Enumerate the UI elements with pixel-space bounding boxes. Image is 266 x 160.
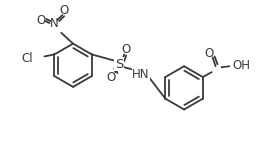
Text: O: O [107,71,116,84]
Text: N: N [50,17,59,31]
Text: Cl: Cl [21,52,33,65]
Text: O: O [36,14,45,27]
Text: OH: OH [232,59,250,72]
Text: O: O [204,47,213,60]
Text: S: S [115,58,123,71]
Text: O: O [122,43,131,56]
Text: HN: HN [132,68,150,81]
Text: O: O [60,4,69,17]
